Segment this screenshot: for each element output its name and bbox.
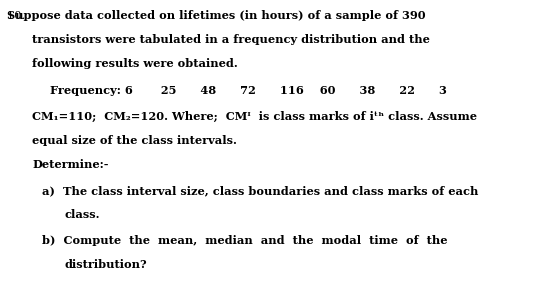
Text: transistors were tabulated in a frequency distribution and the: transistors were tabulated in a frequenc…	[32, 34, 430, 45]
Text: 10.: 10.	[7, 10, 28, 21]
Text: equal size of the class intervals.: equal size of the class intervals.	[32, 135, 237, 146]
Text: a)  The class interval size, class boundaries and class marks of each: a) The class interval size, class bounda…	[42, 185, 478, 196]
Text: b)  Compute  the  mean,  median  and  the  modal  time  of  the: b) Compute the mean, median and the moda…	[42, 235, 448, 246]
Text: following results were obtained.: following results were obtained.	[32, 58, 238, 69]
Text: distribution?: distribution?	[64, 260, 147, 270]
Text: Frequency: 6       25      48      72      116    60      38      22      3: Frequency: 6 25 48 72 116 60 38 22 3	[50, 85, 447, 96]
Text: Suppose data collected on lifetimes (in hours) of a sample of 390: Suppose data collected on lifetimes (in …	[7, 10, 425, 21]
Text: Determine:-: Determine:-	[32, 159, 109, 170]
Text: CM₁=110;  CM₂=120. Where;  CMᴵ  is class marks of iᵗʰ class. Assume: CM₁=110; CM₂=120. Where; CMᴵ is class ma…	[32, 111, 477, 122]
Text: class.: class.	[64, 209, 100, 220]
